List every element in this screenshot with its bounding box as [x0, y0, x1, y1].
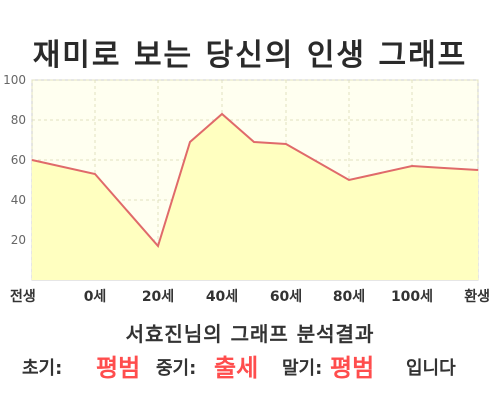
data-point — [157, 245, 159, 247]
data-point — [221, 113, 223, 115]
data-point — [411, 165, 413, 167]
page-title: 재미로 보는 당신의 인생 그래프 — [32, 38, 468, 73]
result-suffix: 입니다 — [406, 358, 456, 379]
data-point — [189, 141, 191, 143]
data-point — [285, 143, 287, 145]
x-tick-label: 20세 — [142, 289, 174, 305]
x-tick-label: 100세 — [391, 289, 433, 305]
x-tick-label: 0세 — [84, 289, 107, 305]
analysis-subtitle: 서효진님의 그래프 분석결과 — [125, 322, 375, 346]
x-tick-label: 전생 — [10, 288, 36, 305]
analysis-result: 초기: 평범 중기: 출세 말기: 평범 입니다 — [0, 346, 500, 382]
life-graph-chart: 20 40 60 80 100 전생 0세 20세 40세 60세 80세 100세 환생 — [3, 73, 490, 305]
y-tick-label: 20 — [11, 233, 26, 247]
x-axis-ticks: 전생 0세 20세 40세 60세 80세 100세 환생 — [10, 288, 490, 305]
data-point — [348, 179, 350, 181]
y-axis-ticks: 20 40 60 80 100 — [3, 73, 26, 247]
x-tick-label: 60세 — [270, 289, 302, 305]
data-point — [253, 141, 255, 143]
y-tick-label: 60 — [11, 153, 26, 167]
y-tick-label: 100 — [3, 73, 26, 87]
early-value: 평범 — [96, 354, 141, 382]
data-point — [477, 169, 479, 171]
late-label: 말기: — [282, 358, 323, 379]
x-tick-label: 40세 — [206, 289, 238, 305]
data-point — [443, 167, 445, 169]
chart-area-series — [31, 112, 479, 280]
data-point — [31, 159, 33, 161]
middle-value: 출세 — [214, 354, 259, 382]
late-value: 평범 — [330, 354, 375, 382]
x-tick-label: 환생 — [464, 288, 490, 305]
middle-label: 중기: — [156, 358, 197, 379]
data-point — [94, 173, 96, 175]
early-label: 초기: — [22, 358, 63, 379]
area-fill — [32, 114, 478, 280]
y-tick-label: 40 — [11, 193, 26, 207]
y-tick-label: 80 — [11, 113, 26, 127]
x-tick-label: 80세 — [333, 289, 365, 305]
